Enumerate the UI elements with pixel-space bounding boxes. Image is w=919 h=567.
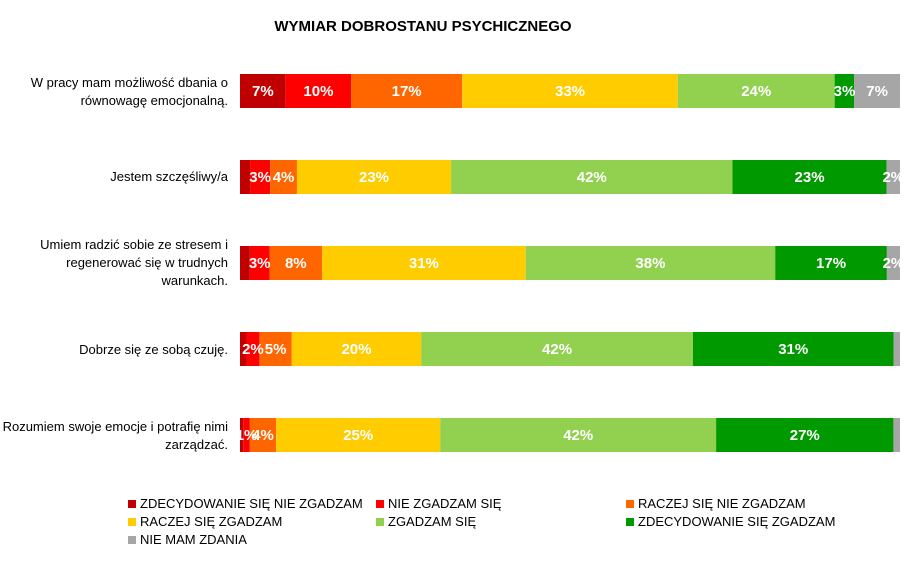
bar-segment [240, 74, 286, 108]
data-label: 10% [303, 83, 333, 100]
data-label: 2% [882, 169, 904, 186]
legend-item: ZDECYDOWANIE SIĘ NIE ZGADZAM [128, 496, 363, 511]
bar-segment [886, 160, 900, 194]
data-label: 5% [265, 341, 287, 358]
bar-segment [240, 418, 244, 452]
data-label: 7% [252, 83, 274, 100]
bar-segment [677, 74, 835, 108]
legend-swatch [128, 517, 136, 526]
legend-item: RACZEJ SIĘ ZGADZAM [128, 514, 282, 529]
bar-segment [259, 332, 292, 366]
category-label: Rozumiem swoje emocje i potrafię nimi za… [2, 419, 228, 452]
legend-swatch [376, 517, 384, 526]
bar-segment [421, 332, 693, 366]
bar-segment [893, 332, 900, 366]
bar-segment [440, 418, 717, 452]
category-label: Jestem szczęśliwy/a [110, 169, 228, 184]
data-label: 23% [359, 169, 389, 186]
data-label: 3% [834, 83, 856, 100]
data-label: 4% [273, 169, 295, 186]
data-label: 38% [635, 255, 665, 272]
data-label: 7% [866, 83, 888, 100]
data-label: 42% [577, 169, 607, 186]
data-label: 31% [409, 255, 439, 272]
bar-segment [240, 160, 251, 194]
data-label: 31% [778, 341, 808, 358]
bar-segment [270, 160, 297, 194]
legend-label: NIE ZGADZAM SIĘ [388, 496, 502, 511]
bar-segment [276, 418, 441, 452]
bar-segment [269, 246, 323, 280]
data-label: 17% [392, 83, 422, 100]
legend-swatch [128, 499, 136, 508]
data-label: 4% [252, 427, 274, 444]
data-label: 3% [249, 255, 271, 272]
legend-label: NIE MAM ZDANIA [140, 532, 247, 547]
bar-segment [716, 418, 894, 452]
data-label: 25% [343, 427, 373, 444]
bar-segment [322, 246, 526, 280]
bar-segment [246, 332, 260, 366]
legend-label: ZGADZAM SIĘ [388, 514, 477, 529]
data-label: 1% [236, 427, 258, 444]
data-label: 24% [741, 83, 771, 100]
legend-label: RACZEJ SIĘ NIE ZGADZAM [638, 496, 806, 511]
bar-segment [243, 418, 250, 452]
legend-item: NIE MAM ZDANIA [128, 532, 247, 547]
bar-segment [250, 160, 271, 194]
data-label: 27% [790, 427, 820, 444]
bar-segment [291, 332, 422, 366]
bar-segment [732, 160, 887, 194]
bar-segment [285, 74, 352, 108]
bar-segment [893, 418, 900, 452]
bar-segment [886, 246, 900, 280]
legend-label: RACZEJ SIĘ ZGADZAM [140, 514, 283, 529]
legend-swatch [376, 499, 384, 508]
data-label: 33% [555, 83, 585, 100]
legend-swatch [128, 535, 136, 544]
legend-label: ZDECYDOWANIE SIĘ NIE ZGADZAM [140, 496, 363, 511]
legend-label: ZDECYDOWANIE SIĘ ZGADZAM [638, 514, 836, 529]
legend-swatch [626, 499, 634, 508]
data-label: 23% [795, 169, 825, 186]
bar-segment [249, 246, 270, 280]
data-label: 42% [563, 427, 593, 444]
data-label: 42% [542, 341, 572, 358]
legend-item: ZDECYDOWANIE SIĘ ZGADZAM [626, 514, 835, 529]
data-label: 3% [249, 169, 271, 186]
legend-swatch [626, 517, 634, 526]
legend-item: ZGADZAM SIĘ [376, 514, 476, 529]
bar-segment [451, 160, 733, 194]
data-label: 8% [285, 255, 307, 272]
category-label: W pracy mam możliwość dbania o równowagę… [30, 75, 228, 108]
bar-segment [462, 74, 678, 108]
data-label: 2% [242, 341, 264, 358]
bar-segment [240, 332, 247, 366]
category-label: Dobrze się ze sobą czuję. [79, 342, 228, 357]
legend-item: NIE ZGADZAM SIĘ [376, 496, 501, 511]
bar-segment [692, 332, 894, 366]
bar-segment [834, 74, 855, 108]
bar-segment [351, 74, 463, 108]
data-label: 20% [341, 341, 371, 358]
bar-segment [775, 246, 887, 280]
bar-segment [854, 74, 900, 108]
data-label: 2% [883, 255, 905, 272]
bar-segment [525, 246, 776, 280]
bar-segment [240, 246, 250, 280]
bar-segment [249, 418, 277, 452]
category-label: Umiem radzić sobie ze stresem i regenero… [40, 237, 228, 288]
bar-segment [296, 160, 452, 194]
legend-item: RACZEJ SIĘ NIE ZGADZAM [626, 496, 806, 511]
chart-title: WYMIAR DOBROSTANU PSYCHICZNEGO [274, 18, 572, 35]
data-label: 17% [816, 255, 846, 272]
